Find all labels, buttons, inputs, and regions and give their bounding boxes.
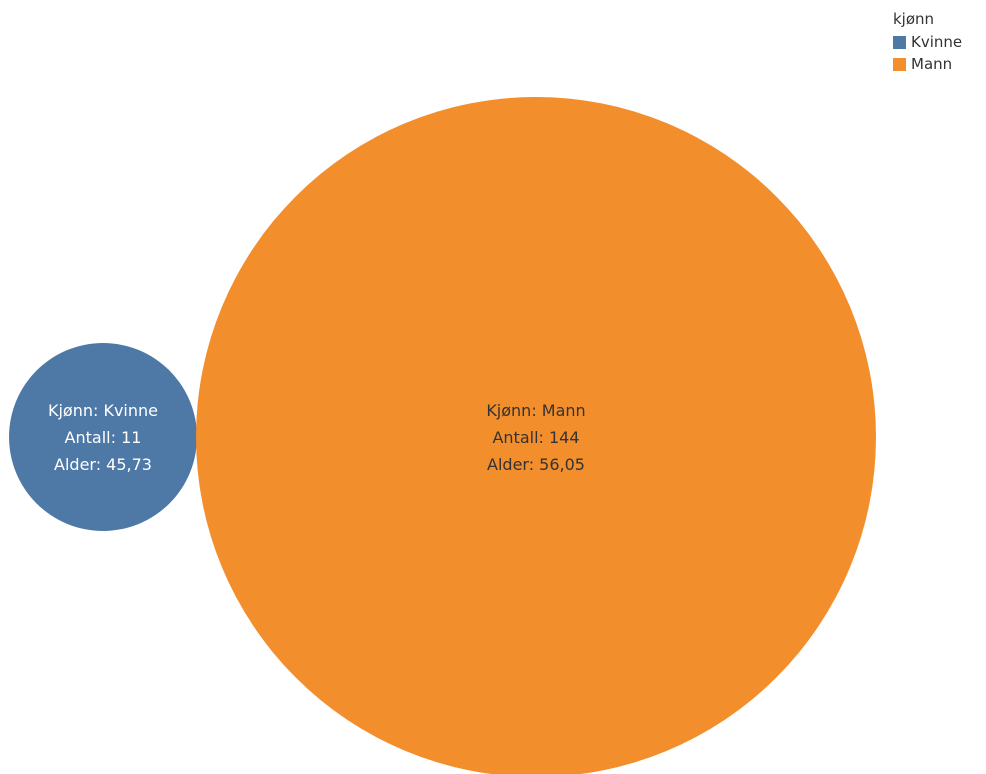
legend-item-kvinne[interactable]: Kvinne: [893, 31, 962, 53]
legend-item-mann[interactable]: Mann: [893, 53, 962, 75]
bubble-mann[interactable]: Kjønn: Mann Antall: 144 Alder: 56,05: [196, 97, 876, 774]
bubble-label-kvinne-1: Antall: 11: [65, 428, 142, 447]
bubble-label-mann-1: Antall: 144: [492, 428, 579, 447]
legend-swatch-mann: [893, 57, 906, 71]
bubble-label-mann-0: Kjønn: Mann: [486, 401, 585, 420]
bubble-label-mann-2: Alder: 56,05: [487, 455, 585, 474]
legend-swatch-kvinne: [893, 35, 906, 49]
bubble-circle-mann[interactable]: [196, 97, 876, 774]
legend-label-kvinne: Kvinne: [911, 33, 963, 51]
bubble-label-kvinne-0: Kjønn: Kvinne: [48, 401, 158, 420]
legend: kjønn Kvinne Mann: [893, 10, 962, 75]
bubble-label-kvinne-2: Alder: 45,73: [54, 455, 152, 474]
legend-title: kjønn: [893, 10, 935, 28]
legend-label-mann: Mann: [911, 55, 953, 73]
bubble-kvinne[interactable]: Kjønn: Kvinne Antall: 11 Alder: 45,73: [9, 343, 197, 531]
bubble-circle-kvinne[interactable]: [9, 343, 197, 531]
